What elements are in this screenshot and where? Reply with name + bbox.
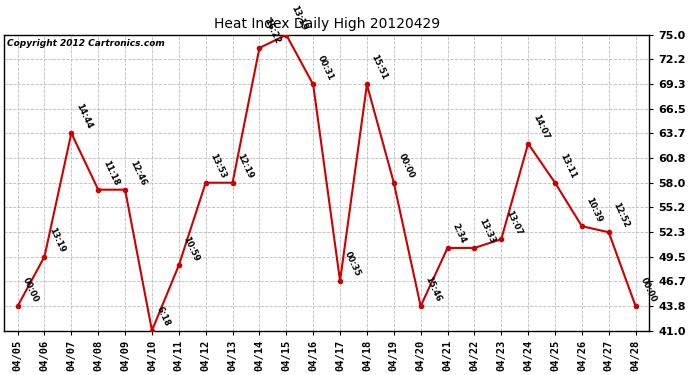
- Text: 13:33: 13:33: [477, 217, 497, 245]
- Text: 00:00: 00:00: [638, 276, 658, 303]
- Text: 00:00: 00:00: [397, 152, 416, 180]
- Text: 15:51: 15:51: [370, 54, 389, 82]
- Text: 10:39: 10:39: [584, 196, 604, 223]
- Text: 00:00: 00:00: [21, 276, 40, 303]
- Text: 12:52: 12:52: [611, 201, 631, 229]
- Text: 15:46: 15:46: [424, 275, 443, 303]
- Text: 6:18: 6:18: [155, 305, 172, 328]
- Text: 13:53: 13:53: [208, 152, 228, 180]
- Text: 13:19: 13:19: [47, 226, 67, 254]
- Text: 13:19: 13:19: [289, 4, 308, 32]
- Text: 10:59: 10:59: [181, 235, 201, 262]
- Text: 16:22: 16:22: [262, 17, 282, 45]
- Text: 00:31: 00:31: [316, 54, 335, 82]
- Text: 14:44: 14:44: [74, 102, 94, 130]
- Text: 00:35: 00:35: [343, 251, 362, 278]
- Text: 13:07: 13:07: [504, 209, 524, 237]
- Text: 11:18: 11:18: [101, 159, 121, 187]
- Text: Copyright 2012 Cartronics.com: Copyright 2012 Cartronics.com: [8, 39, 165, 48]
- Text: 12:46: 12:46: [128, 159, 148, 187]
- Title: Heat Index Daily High 20120429: Heat Index Daily High 20120429: [213, 17, 440, 31]
- Text: 14:07: 14:07: [531, 113, 551, 141]
- Text: 12:19: 12:19: [235, 152, 255, 180]
- Text: 2:34: 2:34: [451, 222, 467, 245]
- Text: 13:11: 13:11: [558, 152, 578, 180]
